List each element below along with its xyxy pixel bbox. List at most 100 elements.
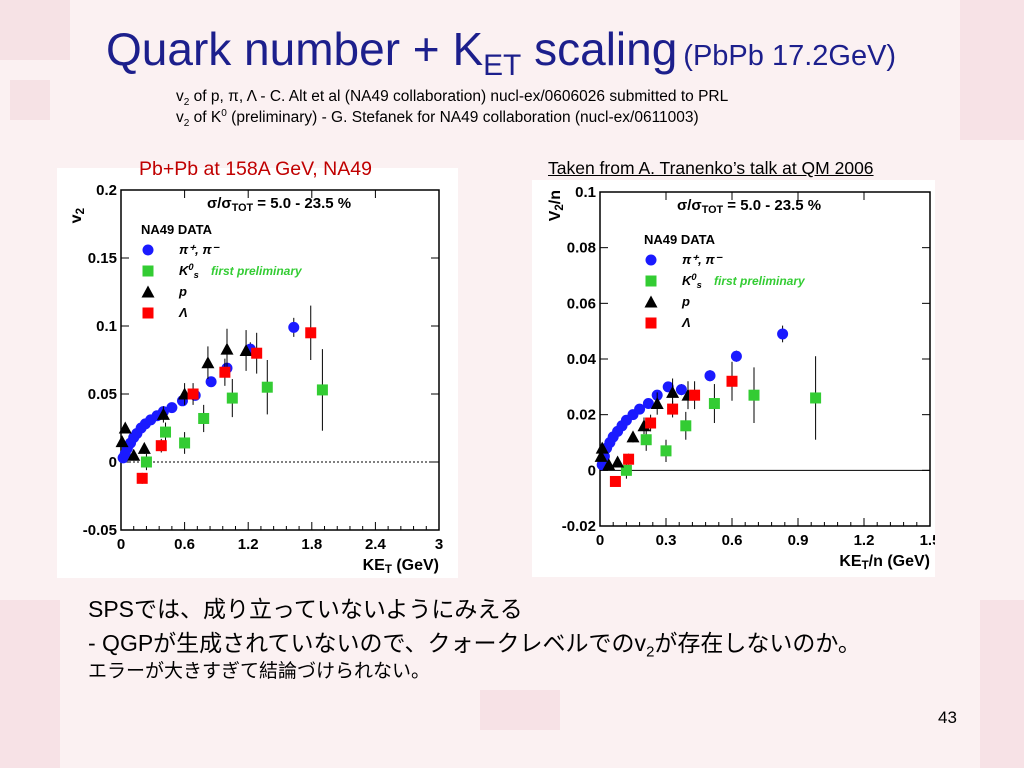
x-tick-label: 0 (117, 536, 125, 553)
centrality-label: σ/σTOT = 5.0 - 23.5 % (207, 195, 351, 214)
point-square (316, 384, 328, 396)
point-circle (704, 370, 716, 382)
point-triangle (644, 295, 658, 308)
preliminary-label: first preliminary (714, 274, 806, 288)
point-square (689, 389, 701, 401)
slide-title: Quark number + KET scaling (PbPb 17.2GeV) (106, 23, 897, 83)
point-triangle (595, 441, 609, 454)
point-square (226, 392, 238, 404)
point-triangle (141, 285, 155, 298)
point-circle (777, 328, 789, 340)
reference-line-1: v2 of p, π, Λ - C. Alt et al (NA49 colla… (176, 88, 729, 109)
chart-right-svg: 00.30.60.91.21.5-0.0200.020.040.060.080.… (547, 184, 935, 572)
legend-label: p (681, 294, 690, 309)
y-tick-label: -0.05 (83, 522, 117, 539)
title-suffix: (PbPb 17.2GeV) (683, 40, 897, 72)
point-circle (730, 350, 742, 362)
x-tick-label: 1.2 (854, 532, 875, 549)
point-square (810, 392, 822, 404)
point-square (251, 347, 263, 359)
y-tick-label: 0 (109, 454, 117, 471)
legend-title: NA49 DATA (141, 222, 213, 237)
point-triangle (594, 449, 608, 462)
point-square (680, 420, 692, 432)
point-square (219, 366, 231, 378)
point-triangle (611, 455, 625, 468)
point-square (187, 388, 199, 400)
x-tick-label: 0.6 (722, 532, 743, 549)
plot-frame (120, 189, 440, 531)
series-square (136, 305, 317, 484)
chart-left: 0 0.6 1.2 1.8 2.4 3 -0.05 0 0.05 0.1 0.15 0.2 KET (G… (57, 168, 458, 578)
point-circle (166, 402, 178, 414)
y-tick-label: 0.02 (567, 407, 596, 424)
point-square (142, 307, 154, 319)
note-line-3: エラーが大きすぎて結論づけられない。 (88, 661, 431, 682)
point-triangle (239, 343, 253, 356)
point-circle (645, 254, 657, 266)
point-triangle (650, 397, 664, 410)
point-square (660, 445, 672, 457)
y-axis-label: V2/n (547, 190, 566, 221)
point-triangle (201, 356, 215, 369)
x-tick-label: 1.2 (238, 536, 259, 553)
series-triangle (594, 378, 695, 471)
point-circle (634, 403, 646, 415)
point-square (136, 472, 148, 484)
point-square (155, 440, 167, 452)
point-circle (642, 398, 654, 410)
preliminary-label: first preliminary (211, 264, 303, 278)
x-tick-label: 0 (596, 532, 604, 549)
y-tick-label: 0.04 (567, 351, 597, 368)
page-number: 43 (938, 708, 957, 727)
point-square (645, 417, 657, 429)
y-tick-label: -0.02 (562, 518, 596, 535)
point-triangle (115, 435, 129, 448)
point-square (620, 464, 632, 476)
point-circle (205, 376, 217, 388)
reference-line-2: v2 of K0 (preliminary) - G. Stefanek for… (176, 107, 699, 130)
legend-label: Λ (681, 315, 691, 330)
point-square (179, 437, 191, 449)
note-line-1: SPSでは、成り立っていないようにみえる (88, 596, 523, 622)
point-triangle (626, 430, 640, 443)
y-tick-label: 0 (588, 462, 596, 479)
legend-label: K0s (179, 262, 199, 280)
point-square (708, 398, 720, 410)
x-tick-label: 0.3 (656, 532, 677, 549)
y-tick-label: 0.05 (88, 386, 117, 403)
point-square (645, 275, 657, 287)
point-circle (142, 244, 154, 256)
y-tick-label: 0.15 (88, 250, 117, 267)
legend-label: Λ (178, 305, 188, 320)
point-triangle (118, 421, 132, 434)
caption-left: Pb+Pb at 158A GeV, NA49 (139, 158, 372, 180)
point-circle (288, 321, 300, 333)
point-square (140, 456, 152, 468)
y-tick-label: 0.1 (575, 184, 596, 201)
x-tick-label: 3 (435, 536, 443, 553)
legend-label: π⁺, π⁻ (179, 242, 221, 257)
x-tick-label: 1.5 (920, 532, 935, 549)
caption-right: Taken from A. Tranenko’s talk at QM 2006 (548, 158, 874, 178)
x-tick-label: 2.4 (365, 536, 387, 553)
point-square (645, 317, 657, 329)
point-triangle (666, 385, 680, 398)
point-square (198, 412, 210, 424)
point-square (726, 375, 738, 387)
y-tick-label: 0.2 (96, 182, 117, 199)
x-axis-label: KET/n (GeV) (839, 553, 930, 572)
y-tick-label: 0.08 (567, 240, 596, 257)
x-tick-label: 0.9 (788, 532, 809, 549)
point-triangle (156, 407, 170, 420)
point-square (667, 403, 679, 415)
legend-label: K0s (682, 272, 702, 290)
x-tick-label: 0.6 (174, 536, 195, 553)
point-triangle (220, 342, 234, 355)
series-triangle (115, 328, 253, 461)
x-axis-label: KET (GeV) (363, 557, 439, 576)
x-tick-label: 1.8 (301, 536, 322, 553)
point-triangle (127, 448, 141, 461)
point-square (261, 381, 273, 393)
